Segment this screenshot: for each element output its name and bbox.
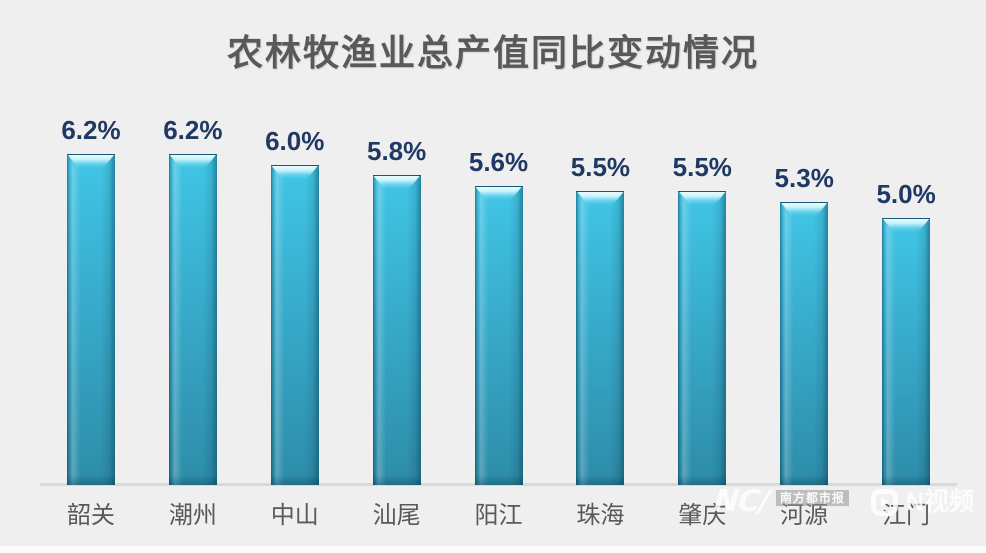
- bar-column: 5.5% 肇庆: [651, 100, 753, 553]
- bottom-strip: [0, 546, 986, 553]
- value-label: 5.0%: [876, 179, 936, 210]
- bar-column: 5.3% 河源: [753, 100, 855, 553]
- bar: [576, 191, 625, 485]
- bar-column: 6.0% 中山: [244, 100, 346, 553]
- bar: [678, 191, 727, 485]
- bar: [66, 154, 115, 485]
- bar-column: 6.2% 潮州: [142, 100, 244, 553]
- x-axis-label: 中山: [270, 502, 319, 529]
- x-axis-label: 汕尾: [372, 502, 421, 529]
- x-axis-label: 珠海: [576, 502, 625, 529]
- bar: [882, 218, 931, 485]
- x-axis-label: 潮州: [168, 502, 217, 529]
- value-label: 6.2%: [163, 115, 223, 146]
- value-label: 6.0%: [265, 126, 325, 157]
- value-label: 5.5%: [672, 152, 732, 183]
- bar-column: 5.8% 汕尾: [346, 100, 448, 553]
- x-axis-label: 阳江: [474, 502, 523, 529]
- bar: [780, 202, 829, 485]
- value-label: 5.6%: [468, 147, 529, 178]
- bar-column: 5.0% 江门: [855, 100, 957, 553]
- x-axis-label: 肇庆: [678, 502, 727, 529]
- bar-column: 5.5% 珠海: [549, 100, 651, 553]
- bar: [474, 186, 523, 485]
- bar: [270, 165, 319, 485]
- value-label: 5.3%: [774, 163, 834, 194]
- bar: [372, 175, 421, 485]
- chart-title: 农林牧渔业总产值同比变动情况: [226, 32, 759, 73]
- bar-column: 6.2% 韶关: [40, 100, 142, 553]
- value-label: 5.5%: [570, 152, 631, 183]
- bar: [168, 154, 217, 485]
- x-axis-label: 韶关: [66, 502, 115, 529]
- value-label: 5.8%: [366, 136, 427, 167]
- x-axis-label: 江门: [882, 502, 931, 529]
- bar-column: 5.6% 阳江: [448, 100, 550, 553]
- x-axis-label: 河源: [780, 502, 829, 529]
- value-label: 6.2%: [61, 115, 121, 146]
- bar-columns: 6.2% 韶关 6.2% 潮州 6.0% 中山 5.8% 汕尾 5.6% 阳江 5.5% 珠海 5.5%…: [40, 100, 957, 553]
